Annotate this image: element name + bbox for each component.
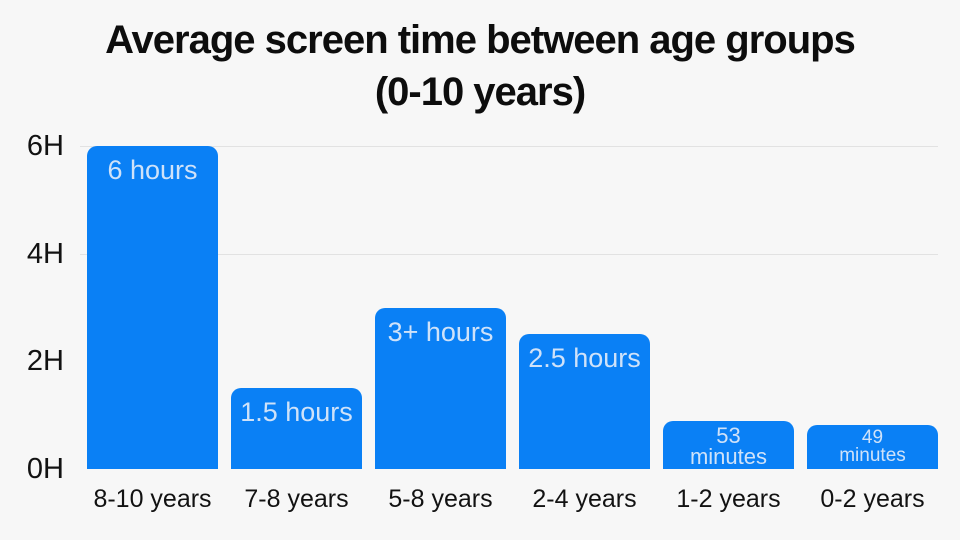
bar-value-label: 1.5 hours	[240, 397, 353, 427]
y-axis-tick-2h: 2H	[26, 345, 64, 378]
bar-value-label: 2.5 hours	[528, 343, 641, 373]
bar-value-label: 53 minutes	[689, 423, 768, 469]
chart-title-line-2: (0-10 years)	[374, 70, 586, 114]
bar-value-label: 3+ hours	[387, 317, 494, 347]
bar: 2.5 hours	[519, 334, 650, 469]
bar-column: 3+ hours 5-8 years	[375, 146, 506, 513]
x-axis-category-label: 5-8 years	[388, 485, 493, 513]
x-axis-category-label: 0-2 years	[820, 485, 925, 513]
bars-container: 6 hours 8-10 years 1.5 hours 7-8 years 3+ ho…	[87, 146, 938, 513]
gridline-6h	[80, 146, 938, 148]
y-axis-tick-6h: 6H	[26, 130, 64, 163]
bar-value-label: 49 minutes	[839, 427, 906, 467]
bar: 53 minutes	[663, 421, 794, 469]
bar: 49 minutes	[807, 425, 938, 469]
bar-column: 1.5 hours 7-8 years	[231, 146, 362, 513]
bar-column: 6 hours 8-10 years	[87, 146, 218, 513]
x-axis-category-label: 2-4 years	[532, 485, 637, 513]
bar-column: 2.5 hours 2-4 years	[519, 146, 650, 513]
y-axis-tick-0h: 0H	[26, 453, 64, 485]
y-axis-tick-4h: 4H	[26, 237, 64, 270]
bar-column: 53 minutes 1-2 years	[663, 146, 794, 513]
x-axis-category-label: 1-2 years	[676, 485, 781, 513]
chart-title: Average screen time between age groups (…	[0, 14, 960, 118]
x-axis-category-label: 8-10 years	[93, 485, 212, 513]
bar: 1.5 hours	[231, 388, 362, 469]
gridline-4h	[80, 253, 938, 255]
bar: 6 hours	[87, 146, 218, 469]
bar-value-label: 6 hours	[107, 155, 198, 185]
chart-title-line-1: Average screen time between age groups	[105, 18, 856, 62]
bar-column: 49 minutes 0-2 years	[807, 146, 938, 513]
bar: 3+ hours	[375, 308, 506, 469]
x-axis-category-label: 7-8 years	[244, 485, 349, 513]
